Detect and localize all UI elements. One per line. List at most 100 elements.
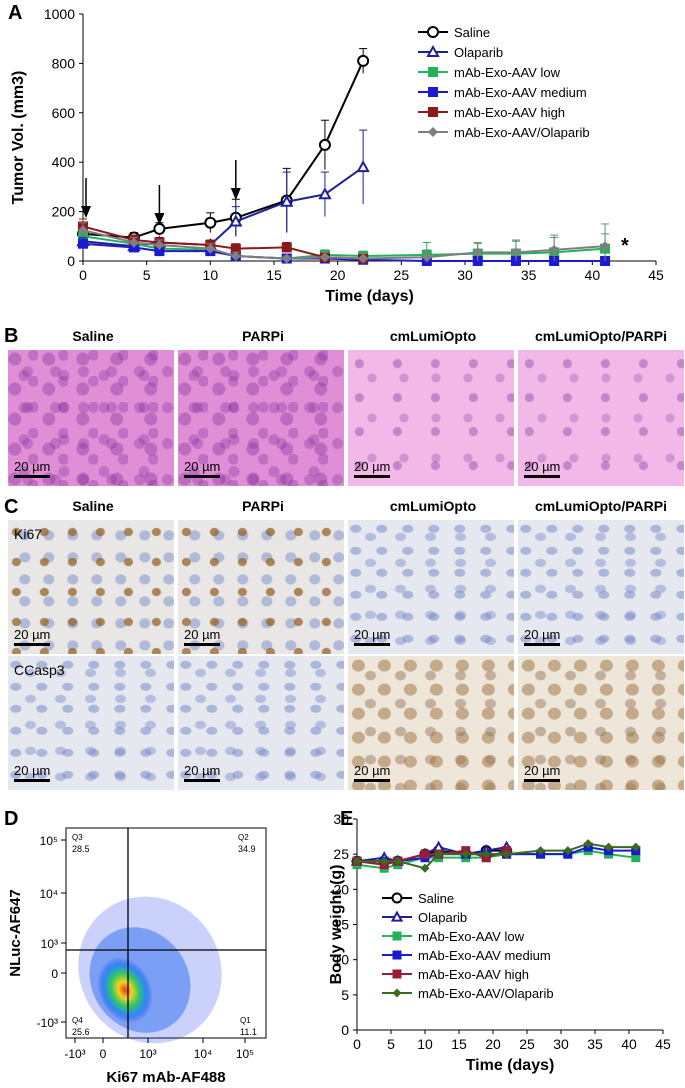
x-tick-label: 5 (143, 267, 151, 283)
legend-label: mAb-Exo-AAV high (418, 967, 529, 982)
scale-label: 20 µm (524, 459, 561, 474)
quadrant-name: Q2 (238, 833, 249, 842)
ki67-image-cmlumiopto: 20 µm (348, 520, 514, 654)
x-tick-label: 40 (621, 1036, 637, 1052)
legend: Saline Olaparib mAb-Exo-AAV low mAb-Exo-AAV… (418, 25, 590, 140)
series-mab-exo-aav-olaparib (352, 839, 641, 873)
x-axis-title: Ki67 mAb-AF488 (106, 1069, 225, 1086)
legend-marker (427, 26, 439, 38)
panel-letter-e: E (340, 808, 354, 830)
legend-marker (428, 107, 438, 117)
quadrant-name: Q4 (72, 1016, 83, 1025)
scale-label: 20 µm (14, 627, 51, 642)
data-point (319, 252, 330, 263)
x-tick-label: 20 (330, 267, 346, 283)
x-tick-label: 0 (79, 267, 87, 283)
x-tick-label: 35 (521, 267, 537, 283)
y-tick-label: 10 (333, 952, 349, 968)
data-point (434, 849, 444, 859)
data-point (78, 238, 88, 249)
data-point (583, 839, 593, 849)
b-col-header-cmlumiopto-parpi: cmLumiOpto/PARPi (535, 328, 667, 344)
scale-label: 20 µm (354, 763, 391, 778)
legend-label: Saline (454, 25, 490, 40)
x-tick-label: 45 (655, 1036, 671, 1052)
legend-label: Saline (418, 891, 454, 906)
x-tick-label: 10⁵ (236, 1047, 254, 1061)
data-point (421, 252, 432, 263)
body-weight-chart: 0 5 10 15 20 25 30 35 40 45 0 5 10 15 20 25 30 Time (days… (330, 811, 671, 1074)
data-point (420, 863, 430, 873)
significance-asterisk: * (621, 235, 629, 257)
x-tick-label: 0 (353, 1036, 361, 1052)
tumor-volume-chart: 0 5 10 15 20 25 30 35 40 45 0 200 400 600 800 1000 Time … (10, 6, 664, 305)
x-tick-label: 35 (587, 1036, 603, 1052)
x-axis-title: Time (days) (466, 1057, 555, 1074)
ki67-image-cmlumiopto-parpi: 20 µm (518, 520, 684, 654)
quadrant-percent: 28.5 (72, 844, 90, 854)
x-tick-label: 15 (451, 1036, 467, 1052)
scale-bar: 20 µm (354, 459, 390, 478)
data-point (154, 246, 165, 257)
data-point (357, 54, 370, 67)
he-image-saline: 20 µm (8, 350, 174, 486)
y-axis-title: Tumor Vol. (mm3) (10, 71, 27, 205)
y-tick-label: 15 (333, 917, 349, 933)
dosing-arrow (81, 178, 91, 218)
legend-label: mAb-Exo-AAV/Olaparib (418, 986, 554, 1001)
y-tick-label: 800 (52, 55, 76, 71)
data-point (205, 243, 216, 254)
scale-bar: 20 µm (14, 459, 50, 478)
scale-label: 20 µm (354, 459, 391, 474)
legend-marker (392, 988, 402, 998)
row-label-ki67: Ki67 (14, 526, 43, 542)
panel-letter-a: A (8, 2, 23, 24)
legend-marker (428, 127, 438, 137)
y-tick-label: 1000 (44, 6, 75, 22)
dosing-arrow-head (230, 188, 241, 200)
data-point (356, 160, 370, 173)
data-point (154, 239, 165, 250)
he-image-cmlumiopto: 20 µm (348, 350, 514, 486)
b-col-header-parpi: PARPi (242, 328, 284, 344)
legend-label: mAb-Exo-AAV medium (418, 948, 551, 963)
series-mab-exo-aav-olaparib (78, 222, 611, 264)
panel-letter-d: D (4, 808, 19, 830)
legend-marker (428, 67, 438, 77)
scale-label: 20 µm (184, 627, 221, 642)
data-point (280, 194, 294, 207)
legend-label: mAb-Exo-AAV/Olaparib (454, 125, 590, 140)
scale-bar: 20 µm (524, 459, 560, 478)
y-axis-title: Body weight (g) (330, 865, 345, 985)
legend-marker (392, 969, 402, 979)
data-point (604, 842, 614, 852)
y-tick-label: 25 (333, 846, 349, 862)
scale-bar: 20 µm (184, 763, 220, 782)
scale-bar: 20 µm (184, 627, 220, 646)
data-point (78, 225, 88, 236)
data-point (481, 849, 491, 859)
x-tick-label: 30 (457, 267, 473, 283)
data-point (379, 856, 389, 866)
data-point (230, 251, 241, 262)
flow-density-cloud (78, 896, 222, 1044)
data-point (229, 214, 243, 227)
ki67-image-parpi: 20 µm (178, 520, 344, 654)
data-point (358, 253, 369, 264)
b-col-header-cmlumiopto: cmLumiOpto (389, 328, 477, 344)
x-tick-label: 25 (519, 1036, 535, 1052)
quadrant-percent: 11.1 (240, 1027, 257, 1037)
scale-label: 20 µm (524, 763, 561, 778)
y-tick-label: 20 (333, 881, 349, 897)
x-tick-label: 40 (585, 267, 601, 283)
b-col-header-saline: Saline (72, 328, 114, 344)
dosing-arrow (230, 160, 241, 200)
y-tick-label: 10³ (41, 937, 58, 951)
x-tick-label: 20 (485, 1036, 501, 1052)
data-point (432, 840, 445, 852)
ccasp3-image-parpi: 20 µm (178, 656, 344, 790)
dosing-arrow (154, 185, 165, 225)
x-tick-label: 5 (387, 1036, 395, 1052)
ccasp3-image-saline: CCasp3 20 µm (8, 656, 174, 790)
legend-label: mAb-Exo-AAV low (454, 65, 561, 80)
